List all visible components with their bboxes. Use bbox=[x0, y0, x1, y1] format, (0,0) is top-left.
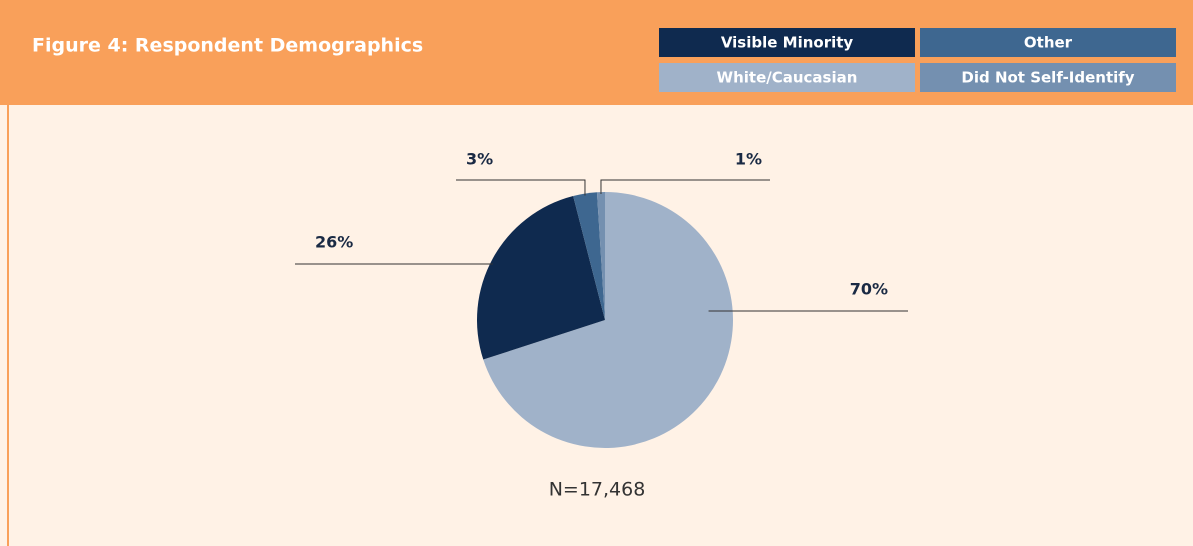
data-label: 26% bbox=[315, 233, 353, 252]
data-label: 3% bbox=[466, 150, 493, 169]
legend-swatch bbox=[659, 28, 915, 57]
pie-slice bbox=[596, 192, 605, 320]
leader-line bbox=[456, 179, 586, 196]
legend-label: Did Not Self-Identify bbox=[961, 69, 1134, 87]
legend-swatch bbox=[920, 28, 1176, 57]
pie-slice bbox=[476, 196, 605, 360]
legend-label: Other bbox=[1024, 34, 1073, 52]
legend-label: Visible Minority bbox=[721, 34, 854, 52]
left-border bbox=[7, 105, 9, 546]
chart-title: Figure 4: Respondent Demographics bbox=[32, 35, 423, 57]
legend-swatch bbox=[920, 63, 1176, 92]
data-label: 70% bbox=[850, 280, 888, 299]
data-label: 1% bbox=[735, 150, 762, 169]
pie-slice bbox=[483, 192, 733, 448]
note: N=17,468 bbox=[549, 479, 646, 501]
pie-slice bbox=[573, 192, 605, 320]
leader-line bbox=[600, 179, 770, 195]
legend-swatch bbox=[659, 63, 915, 92]
legend-label: White/Caucasian bbox=[717, 69, 858, 87]
